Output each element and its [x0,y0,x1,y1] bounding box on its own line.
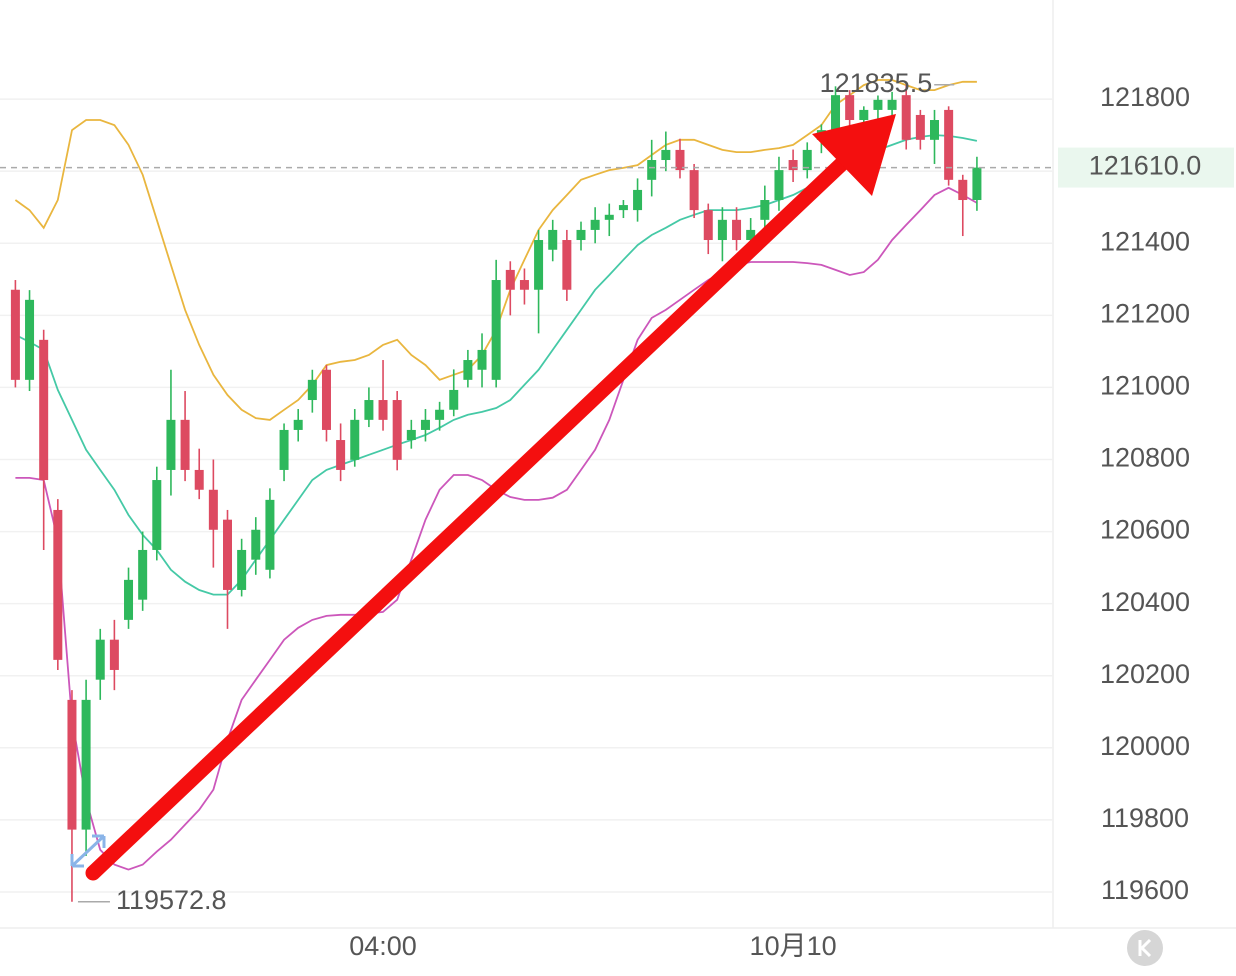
candle-body [802,149,812,171]
candle-body [633,189,643,211]
candle-body [449,389,459,410]
max-label: 121835.5 [820,68,933,98]
candle-body [930,120,939,140]
y-tick-label: 119600 [1101,875,1189,905]
candle-body [39,339,49,481]
candle-body [279,429,289,470]
candle-body [336,440,346,470]
last-price-bg [1058,147,1234,188]
candle-body [831,95,841,131]
candle-body [760,200,770,220]
y-tick-label: 121400 [1100,226,1190,256]
candle-body [138,549,148,600]
candle-body [604,214,614,220]
candle-body [562,240,572,290]
k-button-bg[interactable] [1127,930,1163,966]
candle-body [944,109,954,180]
y-tick-label: 121000 [1100,371,1190,401]
candle-body [647,160,657,180]
arrow-head [812,114,896,196]
candle-body [915,114,925,140]
candle-body [534,240,544,290]
candle-body [237,549,247,590]
candle-body [223,519,232,590]
candle-body [420,419,430,430]
candle-body [67,699,77,830]
candle-body [180,419,190,470]
candle-body [10,289,20,380]
candle-body [435,409,445,420]
candle-body [732,219,742,241]
k-button[interactable] [1127,930,1163,966]
annotations: 121835.5 119572.8 121610.0 [0,68,1234,915]
candle-body [25,299,35,380]
candle-body [590,219,600,230]
candle-body [53,509,63,660]
expand-icon [70,834,106,868]
candle-body [548,229,558,250]
candle-body [845,95,855,121]
candle-body [505,269,515,290]
y-tick-label: 119800 [1101,803,1189,833]
candle-body [774,170,784,201]
candle-body [491,280,501,380]
candle-body [392,400,402,460]
candle-body [208,489,218,530]
candle-body [859,109,869,121]
candle-body [364,400,374,420]
last-price-label: 121610.0 [1089,151,1202,181]
candle-body [166,419,176,470]
arrow-shaft [85,148,858,881]
candle-body [576,229,586,241]
candle-body [321,369,331,430]
k-icon [1138,938,1152,958]
candle-body [194,469,204,490]
candle-body [265,499,275,570]
candle-body [717,219,727,241]
y-tick-label: 120800 [1100,443,1190,473]
candle-body [675,149,685,171]
drawn-arrow [85,114,896,881]
candle-body [972,167,982,201]
y-tick-label: 120000 [1100,731,1190,761]
candle-body [307,379,317,401]
candles [10,84,982,902]
candle-body [95,639,105,680]
x-tick-label: 10月10 [750,931,837,961]
candle-body [406,429,416,441]
candle-body [887,99,897,110]
candle-body [152,480,162,550]
candle-body [703,210,713,241]
candle-body [124,579,134,620]
candle-body [109,639,119,670]
candle-body [81,699,91,830]
y-tick-label: 120600 [1100,515,1190,545]
min-label: 119572.8 [116,885,227,915]
candle-body [293,419,303,430]
candle-body [463,360,473,380]
candle-body [746,229,756,241]
candle-body [901,95,911,140]
y-tick-label: 121200 [1100,298,1190,328]
candle-body [689,170,699,211]
candle-body [788,160,798,171]
candle-body [350,419,360,460]
y-tick-label: 121800 [1100,82,1190,112]
candle-body [958,179,968,201]
candle-body [661,149,671,161]
candle-body [477,349,487,370]
x-tick-label: 04:00 [349,931,417,961]
candle-body [618,205,628,211]
expand-arrow [70,834,106,868]
candle-body [251,529,261,560]
candle-body [519,280,529,290]
y-tick-label: 120200 [1100,659,1190,689]
y-tick-label: 120400 [1100,587,1190,617]
candle-body [873,99,883,110]
candle-body [378,400,388,420]
